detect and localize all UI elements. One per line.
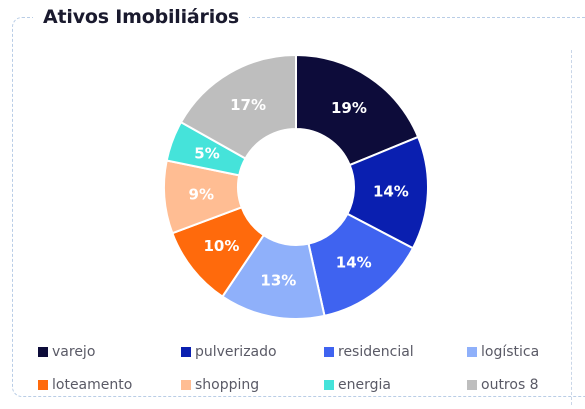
- slice-outros-8[interactable]: [179, 53, 297, 160]
- legend-swatch: [38, 380, 48, 390]
- legend-item-residencial[interactable]: residencial: [324, 341, 467, 363]
- legend-label: logística: [481, 344, 540, 360]
- slice-varejo[interactable]: [295, 53, 420, 167]
- legend-swatch: [467, 380, 477, 390]
- slice-label-pulverizado: 14%: [373, 182, 409, 200]
- legend-swatch: [324, 380, 334, 390]
- legend-item-varejo[interactable]: varejo: [38, 341, 181, 363]
- legend-swatch: [38, 347, 48, 357]
- legend-item-loteamento[interactable]: loteamento: [38, 374, 181, 396]
- legend-swatch: [324, 347, 334, 357]
- legend-label: loteamento: [52, 377, 133, 393]
- legend-label: pulverizado: [195, 344, 277, 360]
- legend-label: residencial: [338, 344, 414, 360]
- slice-label-residencial: 14%: [336, 253, 372, 271]
- card-frame: [12, 17, 585, 397]
- slice-residencial[interactable]: [307, 212, 415, 318]
- slice-label-outros-8: 17%: [230, 96, 266, 114]
- divider: [571, 50, 572, 405]
- legend-label: energia: [338, 377, 391, 393]
- slice-label-energia: 5%: [194, 145, 219, 163]
- legend-label: varejo: [52, 344, 96, 360]
- legend-item-energia[interactable]: energia: [324, 374, 467, 396]
- legend-item-pulverizado[interactable]: pulverizado: [181, 341, 324, 363]
- slice-label-loteamento: 10%: [204, 237, 240, 255]
- chart-legend: varejo pulverizado residencial logística lot…: [38, 341, 578, 407]
- chart-title: Ativos Imobiliários: [33, 3, 249, 31]
- slice-pulverizado[interactable]: [346, 135, 429, 250]
- slice-label-shopping: 9%: [189, 185, 214, 203]
- legend-label: outros 8: [481, 377, 539, 393]
- slice-label-logística: 13%: [260, 271, 296, 289]
- legend-label: shopping: [195, 377, 260, 393]
- legend-swatch: [181, 380, 191, 390]
- slice-label-varejo: 19%: [331, 99, 367, 117]
- legend-item-outros-8[interactable]: outros 8: [467, 374, 578, 396]
- legend-swatch: [181, 347, 191, 357]
- legend-item-logística[interactable]: logística: [467, 341, 578, 363]
- legend-swatch: [467, 347, 477, 357]
- legend-item-shopping[interactable]: shopping: [181, 374, 324, 396]
